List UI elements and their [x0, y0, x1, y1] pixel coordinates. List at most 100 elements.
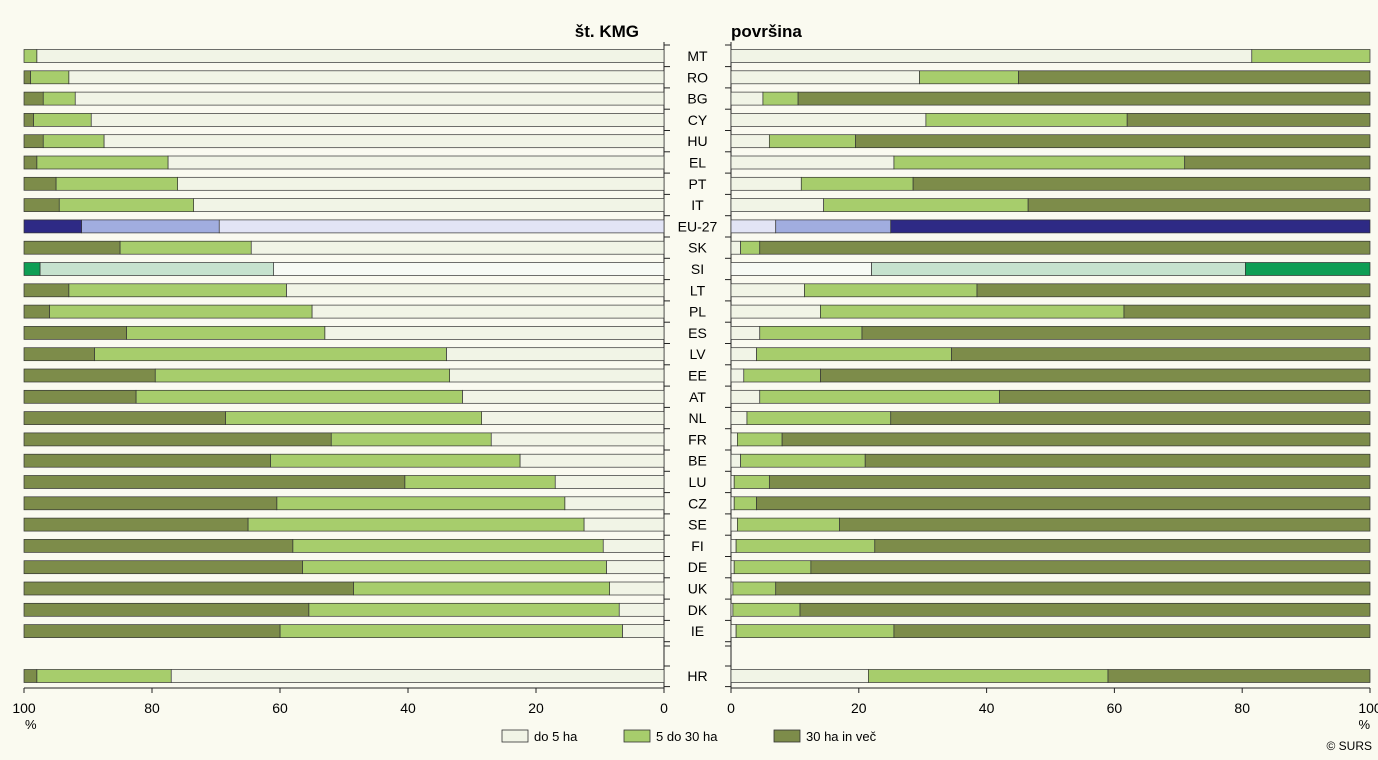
category-label-cy: CY [688, 112, 708, 128]
category-label-sk: SK [688, 240, 707, 256]
area-bar-ee-medium [743, 368, 821, 383]
area-bar-hr-large [1107, 669, 1371, 683]
farms-bar-fi-large [23, 539, 294, 553]
farms-bar-ie-small [622, 624, 665, 638]
farms-bar-el-small [167, 155, 665, 170]
left-panel [23, 49, 665, 683]
area-bar-lu-small [730, 475, 735, 489]
farms-bar-uk-small [609, 581, 665, 596]
area-bar-si-small [730, 262, 872, 276]
farms-bar-fi-medium [292, 539, 604, 553]
area-bar-cz-small [730, 496, 735, 511]
legend: do 5 ha 5 do 30 ha 30 ha in več [501, 729, 877, 744]
category-label-dk: DK [688, 602, 708, 618]
area-bar-at-large [999, 389, 1371, 404]
category-label-ro: RO [687, 69, 708, 85]
farms-bar-lt-large [23, 283, 70, 298]
area-bar-pt-large [912, 176, 1371, 191]
area-bar-el-medium [893, 155, 1186, 170]
area-bar-at-small [730, 389, 761, 404]
category-label-be: BE [688, 453, 707, 469]
area-bar-de-small [730, 560, 735, 575]
category-label-es: ES [688, 325, 707, 341]
area-bar-ie-medium [735, 624, 895, 638]
area-bar-pl-small [730, 304, 821, 319]
area-bar-ro-medium [919, 70, 1019, 85]
area-bar-se-medium [737, 517, 840, 532]
area-bar-it-large [1027, 198, 1371, 212]
farms-bar-ee-small [449, 368, 665, 383]
farms-bar-fr-medium [330, 432, 492, 447]
farms-bar-ee-medium [154, 368, 450, 383]
farms-bar-el-large [23, 155, 38, 170]
farms-bar-pt-small [177, 176, 665, 191]
farms-bar-ro-large [23, 70, 31, 85]
area-bar-mt-medium [1251, 49, 1371, 63]
area-bar-fi-small [730, 539, 737, 553]
farms-bar-hu-large [23, 134, 44, 149]
farms-bar-lt-medium [68, 283, 287, 298]
left-tick-label: 20 [528, 700, 544, 716]
area-bar-cy-small [730, 113, 927, 127]
category-label-hu: HU [687, 133, 707, 149]
farms-bar-fi-small [602, 539, 665, 553]
farms-bar-hr-small [170, 669, 665, 683]
area-bar-si-medium [871, 262, 1246, 276]
farms-bar-el-medium [36, 155, 169, 170]
area-bar-cy-large [1126, 113, 1371, 127]
area-bar-bg-medium [762, 91, 799, 106]
legend-swatch-large [773, 729, 801, 743]
farms-bar-bg-medium [42, 91, 76, 106]
area-bar-es-large [861, 326, 1371, 340]
area-bar-mt-small [730, 49, 1253, 63]
area-bar-uk-medium [732, 581, 777, 596]
area-bar-sk-small [730, 240, 741, 255]
farms-bar-se-medium [247, 517, 585, 532]
farms-bar-cy-large [23, 113, 34, 127]
farms-bar-ee-large [23, 368, 156, 383]
farms-bar-be-small [519, 453, 665, 468]
area-bar-ie-small [730, 624, 737, 638]
category-label-bg: BG [687, 91, 707, 107]
area-bar-eu-27-small [730, 219, 777, 234]
area-bar-cz-large [756, 496, 1371, 511]
right-panel [730, 49, 1371, 683]
farms-bar-de-large [23, 560, 303, 575]
farms-bar-eu-27-small [218, 219, 665, 234]
farms-bar-ie-large [23, 624, 281, 638]
category-label-pt: PT [689, 176, 707, 192]
area-bar-se-large [839, 517, 1371, 532]
left-tick-label: 60 [272, 700, 288, 716]
farms-bar-it-medium [58, 198, 194, 212]
farms-bar-nl-large [23, 411, 226, 425]
farms-bar-lv-large [23, 347, 95, 362]
area-bar-hu-large [855, 134, 1371, 149]
area-bar-el-small [730, 155, 895, 170]
area-bar-lu-large [768, 475, 1371, 489]
farms-bar-de-small [606, 560, 665, 575]
grid-lines [24, 42, 1370, 689]
left-tick-label: 80 [144, 700, 160, 716]
farms-bar-ie-medium [279, 624, 623, 638]
farms-bar-be-medium [270, 453, 521, 468]
area-bar-lv-small [730, 347, 757, 362]
farms-bar-lu-medium [404, 475, 556, 489]
farms-bar-at-medium [135, 389, 463, 404]
area-bar-dk-medium [732, 602, 801, 617]
area-bar-ro-large [1018, 70, 1371, 85]
farms-bar-hr-large [23, 669, 38, 683]
farms-bar-dk-large [23, 602, 310, 617]
farms-bar-nl-small [481, 411, 665, 425]
area-bar-hr-medium [868, 669, 1109, 683]
right-tick-label: 0 [727, 700, 735, 716]
category-label-de: DE [688, 559, 707, 575]
area-bar-eu-27-large [890, 219, 1371, 234]
category-label-at: AT [689, 389, 706, 405]
category-label-mt: MT [687, 48, 708, 64]
area-bar-lt-medium [804, 283, 978, 298]
farms-bar-hu-small [103, 134, 665, 149]
area-bar-bg-large [797, 91, 1371, 106]
farms-bar-eu-27-large [23, 219, 82, 234]
farms-bar-si-large [23, 262, 41, 276]
farms-bar-nl-medium [225, 411, 482, 425]
